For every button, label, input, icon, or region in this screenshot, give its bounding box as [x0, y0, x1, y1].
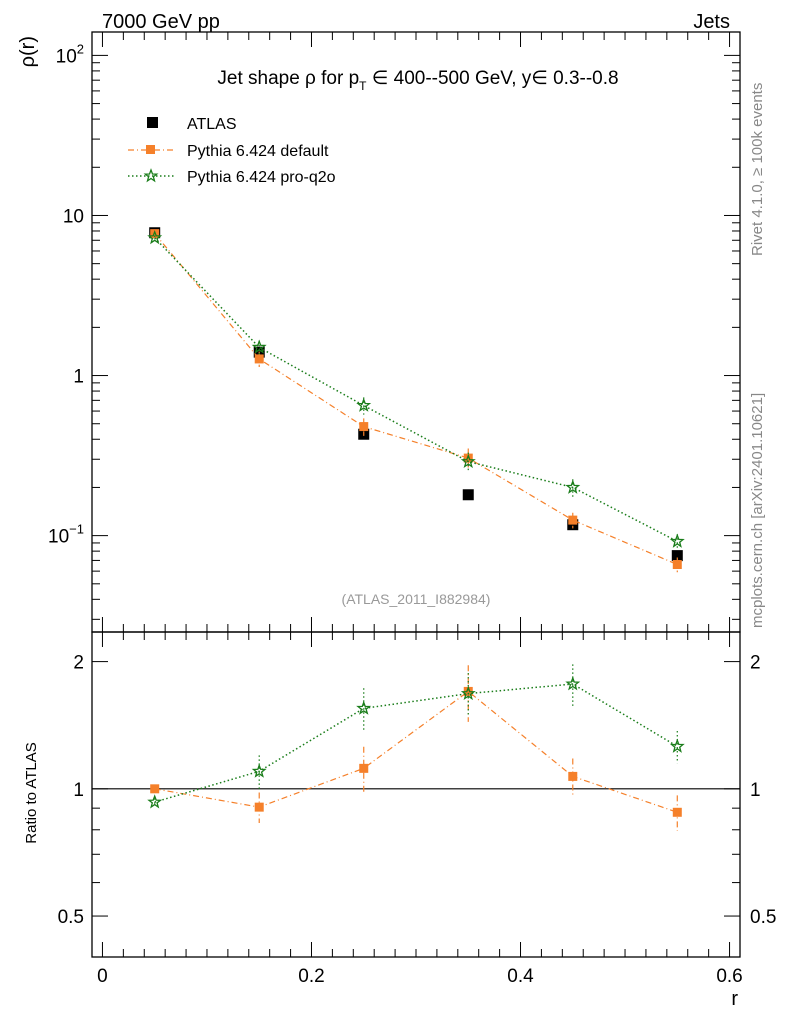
legend-swatch-atlas	[147, 117, 158, 128]
main-point-pythia-6-424-pro-q2o	[669, 533, 685, 548]
ratio-point-pythia-6-424-pro-q2o	[356, 700, 372, 715]
main-ytick-label: 10	[63, 206, 84, 227]
ratio-series	[147, 664, 685, 831]
ratio-point-pythia-6-424-default	[568, 771, 578, 781]
main-series	[147, 227, 685, 573]
header-energy: 7000 GeV pp	[102, 11, 220, 33]
ratio-point-pythia-6-424-default	[359, 763, 369, 773]
main-point-pythia-6-424-pro-q2o	[147, 229, 163, 245]
main-ytick-label: 1	[73, 367, 84, 388]
ratio-point-pythia-6-424-default	[150, 784, 160, 794]
ratio-ytick-label-right: 2	[750, 653, 761, 674]
ratio-point-pythia-6-424-pro-q2o	[669, 738, 685, 753]
legend-label-atlas: ATLAS	[187, 116, 237, 133]
x-tick-label: 0.2	[298, 966, 324, 987]
main-point-pythia-6-424-default	[254, 354, 264, 364]
main-point-pythia-6-424-default	[568, 515, 578, 525]
ratio-point-pythia-6-424-pro-q2o	[147, 794, 163, 809]
ratio-frame	[91, 631, 741, 958]
main-point-atlas	[567, 519, 579, 531]
main-point-pythia-6-424-default	[672, 560, 682, 570]
x-tick-label: 0	[97, 966, 108, 987]
main-point-pythia-6-424-pro-q2o	[251, 339, 267, 354]
main-ylabel: ρ(r)	[17, 36, 39, 67]
main-point-atlas	[671, 550, 683, 562]
ratio-ytick-label-right: 0.5	[750, 907, 776, 928]
ratio-ytick-label-right: 1	[750, 780, 761, 801]
ratio-ytick-label-left: 2	[73, 653, 84, 674]
main-line-pythia-6-424-default	[154, 233, 678, 566]
main-point-pythia-6-424-pro-q2o	[460, 453, 476, 469]
ratio-ylabel: Ratio to ATLAS	[23, 742, 40, 843]
ratio-point-pythia-6-424-default	[463, 686, 473, 696]
legend-label-default: Pythia 6.424 default	[187, 143, 329, 160]
ratio-point-pythia-6-424-pro-q2o	[565, 676, 581, 691]
legend: ATLAS Pythia 6.424 default Pythia 6.424 …	[128, 116, 336, 186]
main-title: Jet shape ρ for pT ∈ 400--500 GeV, y∈ 0.…	[217, 68, 618, 93]
x-tick-label: 0.6	[716, 966, 742, 987]
ratio-point-pythia-6-424-pro-q2o	[251, 763, 267, 778]
ratio-line-pythia-6-424-default	[154, 690, 678, 813]
main-point-atlas	[462, 489, 474, 501]
main-axes: 10−1 1 10 102	[48, 32, 740, 632]
legend-label-proq2o: Pythia 6.424 pro-q2o	[187, 169, 336, 186]
legend-marker-default	[146, 145, 155, 154]
main-point-pythia-6-424-default	[359, 422, 369, 432]
main-ytick-label: 10−1	[48, 522, 84, 548]
main-point-pythia-6-424-pro-q2o	[565, 479, 581, 494]
ratio-line-pythia-6-424-pro-q2o	[154, 683, 678, 803]
ratio-ytick-label-left: 1	[73, 780, 84, 801]
x-tick-label: 0.4	[507, 966, 534, 987]
mcplots-label: mcplots.cern.ch [arXiv:2401.10621]	[749, 393, 766, 628]
rivet-label: Rivet 4.1.0, ≥ 100k events	[749, 83, 766, 256]
ratio-point-pythia-6-424-default	[672, 807, 682, 817]
main-point-pythia-6-424-pro-q2o	[356, 397, 372, 412]
main-ytick-label: 102	[56, 41, 84, 67]
legend-marker-proq2o	[143, 168, 159, 183]
header-jets: Jets	[693, 11, 730, 33]
ratio-point-pythia-6-424-pro-q2o	[460, 685, 476, 701]
ratio-ytick-label-left: 0.5	[58, 907, 84, 928]
main-line-pythia-6-424-pro-q2o	[154, 237, 678, 543]
ratio-axes: 0.5 0.5 1 1 2 2 0 0.2 0.4 0.6	[58, 632, 776, 987]
analysis-annotation: (ATLAS_2011_I882984)	[342, 591, 491, 607]
ratio-point-pythia-6-424-default	[254, 802, 264, 812]
x-axis-label: r	[731, 988, 738, 1010]
